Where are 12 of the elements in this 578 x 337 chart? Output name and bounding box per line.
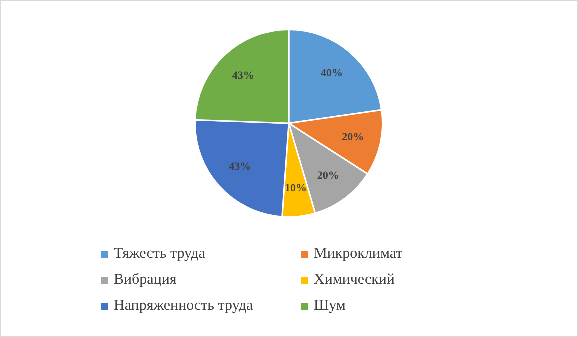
data-label: 43% [232, 70, 254, 82]
legend-label: Напряженность труда [114, 298, 254, 315]
legend-label: Шум [314, 298, 346, 315]
legend-label: Микроклимат [314, 246, 403, 263]
legend-label: Вибрация [114, 272, 177, 289]
data-label: 20% [317, 170, 340, 182]
legend-label: Тяжесть труда [114, 246, 206, 263]
data-label: 20% [342, 131, 364, 144]
data-label: 10% [285, 182, 308, 195]
data-label: 40% [320, 68, 343, 80]
legend-label: Химический [314, 272, 395, 289]
data-label: 43% [229, 161, 252, 174]
